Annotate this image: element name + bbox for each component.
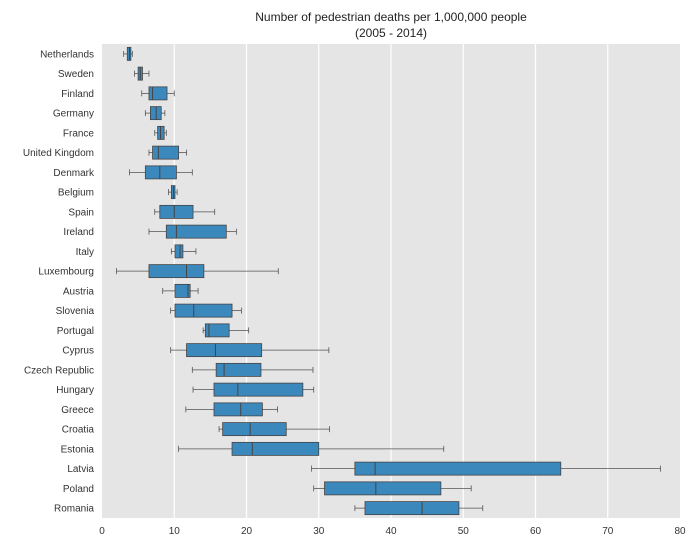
grid-lines [173,44,609,518]
box-group [170,244,197,259]
category-label: Latvia [67,464,94,475]
iqr-box [174,244,184,259]
category-label: Romania [54,504,94,515]
category-label: Belgium [58,188,94,199]
box-group [134,66,150,81]
x-tick-label: 40 [385,526,397,537]
box-group [170,303,242,318]
iqr-box [174,283,191,298]
category-label: Greece [61,405,94,416]
category-label: Poland [63,484,94,495]
category-label: Germany [53,109,94,120]
box-group [178,441,445,456]
box-group [148,224,237,239]
box-group [123,46,133,61]
iqr-box [204,323,230,338]
x-tick-label: 30 [313,526,325,537]
box-group [154,204,216,219]
iqr-box [222,422,287,437]
category-label: Hungary [56,385,94,396]
category-label: Cyprus [62,346,94,357]
x-tick-label: 20 [241,526,253,537]
category-label: Netherlands [40,49,94,60]
iqr-box [364,501,460,516]
box-group [141,86,175,101]
box-group [218,422,330,437]
category-label: Sweden [58,69,94,80]
box-group [191,362,314,377]
category-label: Finland [61,89,94,100]
category-label: United Kingdom [23,148,94,159]
category-label: Denmark [53,168,95,179]
x-tick-label: 80 [674,526,686,537]
box-group [185,402,278,417]
category-label: France [63,128,95,139]
iqr-box [324,481,442,496]
chart-subtitle: (2005 - 2014) [355,26,427,40]
category-label: Italy [76,247,94,258]
iqr-box [159,204,194,219]
iqr-box [213,402,263,417]
box-group [148,145,187,160]
boxes [116,46,661,516]
box-group [116,264,279,279]
box-group [170,343,330,358]
iqr-box [354,461,562,476]
box-group [162,283,199,298]
category-label: Portugal [57,326,94,337]
box-group [313,481,472,496]
x-tick-label: 60 [530,526,542,537]
x-tick-label: 70 [602,526,614,537]
category-labels: Netherlands Sweden Finland Germany France Uni… [23,49,95,514]
iqr-box [165,224,227,239]
chart-title: Number of pedestrian deaths per 1,000,00… [255,10,527,24]
iqr-box [186,343,263,358]
iqr-box [213,382,304,397]
category-label: Croatia [62,425,95,436]
category-label: Slovenia [56,306,95,317]
box-group [311,461,661,476]
category-label: Czech Republic [24,365,94,376]
box-group [144,106,166,121]
iqr-box [231,441,320,456]
category-label: Estonia [61,444,95,455]
iqr-box [152,145,179,160]
category-label: Ireland [63,227,94,238]
category-label: Austria [63,286,95,297]
box-group [168,185,178,200]
x-tick-label: 10 [169,526,181,537]
box-group [154,125,167,140]
iqr-box [174,303,233,318]
category-label: Spain [68,207,94,218]
x-tick-label: 0 [99,526,105,537]
iqr-box [148,264,205,279]
box-group [129,165,193,180]
iqr-box [215,362,262,377]
x-tick-label: 50 [458,526,470,537]
box-group [192,382,315,397]
iqr-box [144,165,177,180]
category-label: Luxembourg [38,267,94,278]
box-group [202,323,250,338]
x-axis-ticks: 0 10 20 30 40 50 60 70 80 [99,526,686,537]
iqr-box [148,86,168,101]
box-group [354,501,484,516]
